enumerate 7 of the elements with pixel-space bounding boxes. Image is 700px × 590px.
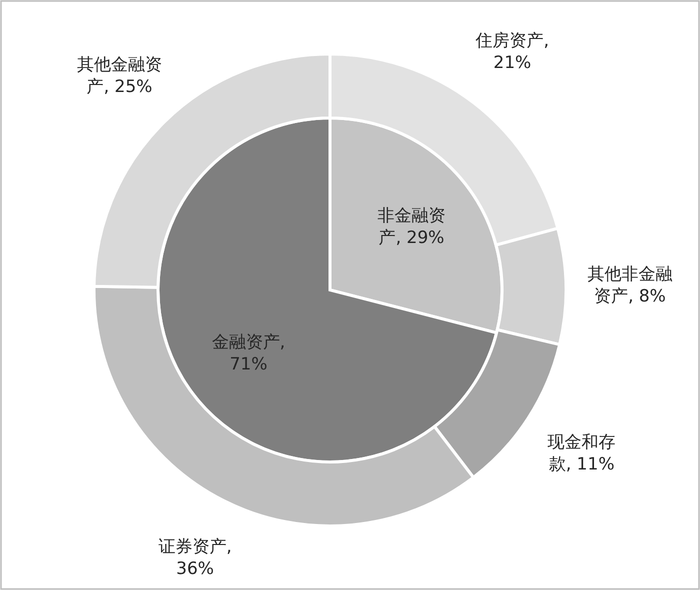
slice-label: 其他金融资产, 25% [77,55,162,98]
slice-label: 证券资产, 36% [158,536,232,579]
slice-label: 住房资产, 21% [474,30,550,73]
slice-label: 现金和存款, 11% [548,432,616,474]
slice-label: 其他非金融资产, 8% [587,264,672,306]
slice-label: 非金融资产, 29% [378,206,446,248]
slice-label: 金融资产, 71% [212,332,286,374]
